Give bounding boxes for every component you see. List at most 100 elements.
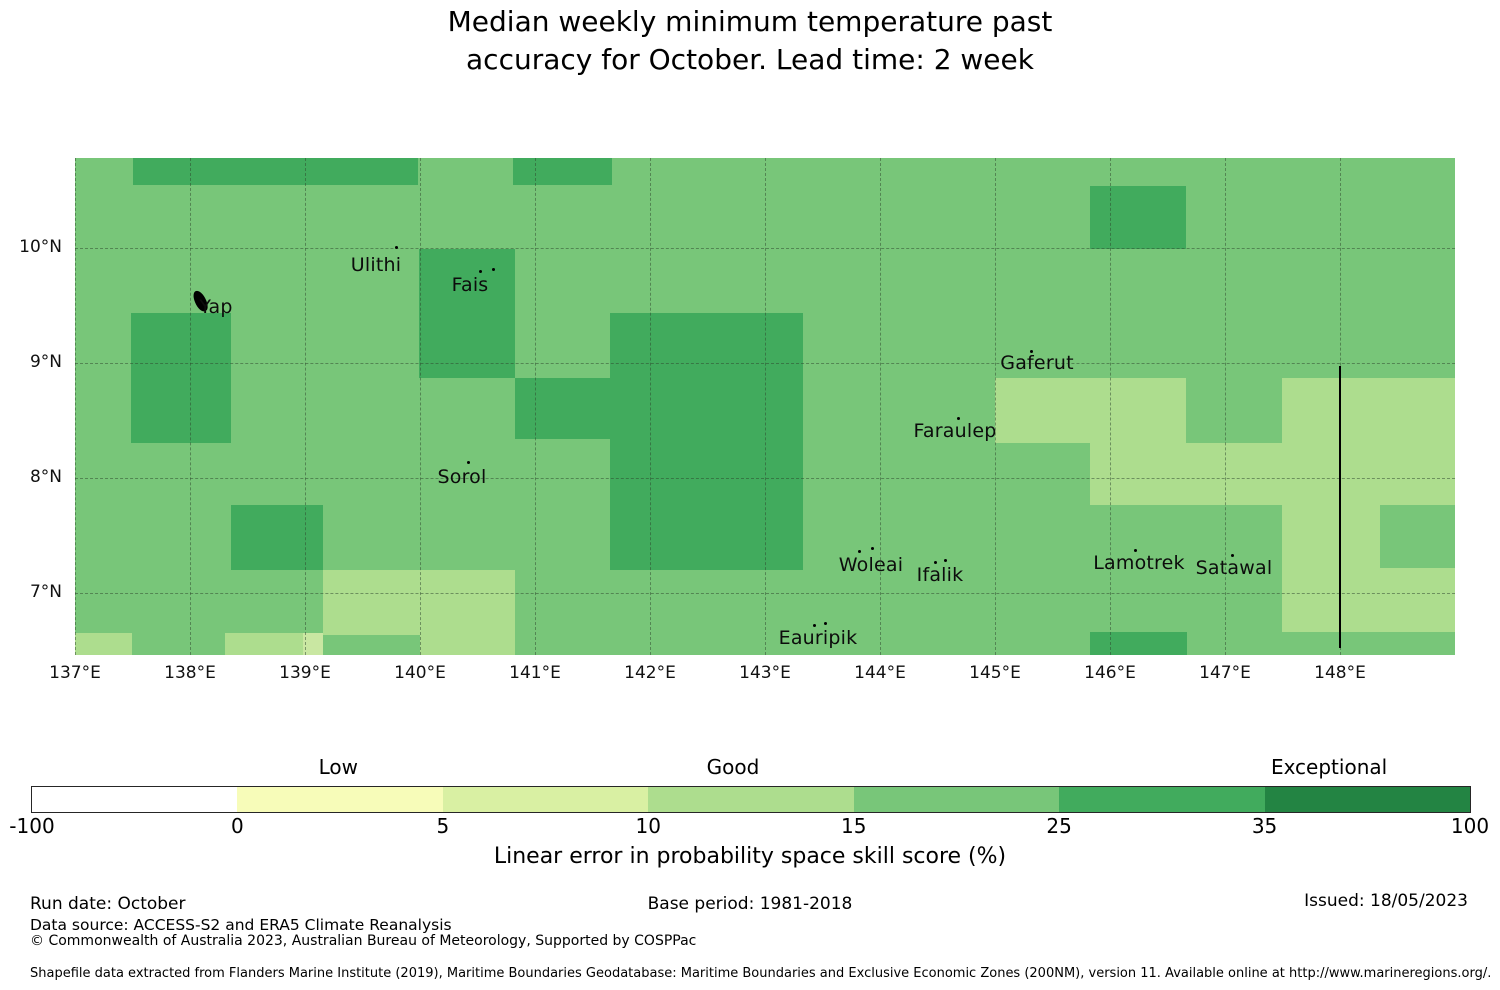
map-cell-patch bbox=[610, 313, 803, 570]
colorbar-tick-label: 25 bbox=[1046, 814, 1072, 838]
island-dot bbox=[813, 624, 816, 627]
grid-line-vertical bbox=[190, 158, 191, 655]
grid-line-vertical bbox=[650, 158, 651, 655]
map-cell-patch bbox=[419, 249, 515, 378]
map-cell-patch bbox=[1090, 443, 1282, 505]
colorbar-tick-label: 15 bbox=[840, 814, 867, 838]
grid-line-vertical bbox=[535, 158, 536, 655]
colorbar-category-label: Good bbox=[706, 755, 760, 779]
island-label-lamotrek: Lamotrek bbox=[1093, 552, 1185, 574]
colorbar-tick-label: -100 bbox=[9, 814, 55, 838]
x-tick-label: 144°E bbox=[854, 663, 906, 683]
grid-line-vertical bbox=[1110, 158, 1111, 655]
x-tick-label: 148°E bbox=[1314, 663, 1366, 683]
colorbar-segment bbox=[32, 787, 238, 812]
colorbar-segment bbox=[1059, 787, 1265, 812]
island-dot bbox=[957, 417, 960, 420]
island-dot bbox=[395, 246, 398, 249]
island-label-eauripik: Eauripik bbox=[778, 627, 858, 649]
island-dot bbox=[824, 622, 827, 625]
colorbar-segment bbox=[853, 787, 1060, 812]
y-tick-label: 8°N bbox=[29, 467, 62, 487]
colorbar-tick-label: 0 bbox=[231, 814, 244, 838]
island-label-ulithi: Ulithi bbox=[350, 254, 402, 276]
grid-line-vertical bbox=[765, 158, 766, 655]
island-dot bbox=[467, 461, 470, 464]
x-tick-label: 142°E bbox=[624, 663, 676, 683]
island-label-faraulep: Faraulep bbox=[913, 420, 997, 442]
map-cell-patch bbox=[1340, 505, 1380, 568]
x-tick-label: 141°E bbox=[509, 663, 561, 683]
map-cell-patch bbox=[231, 505, 323, 570]
island-dot bbox=[1231, 554, 1234, 557]
map-cell-patch bbox=[225, 633, 303, 655]
y-tick-label: 10°N bbox=[19, 237, 62, 257]
colorbar-segment bbox=[648, 787, 854, 812]
grid-line-vertical bbox=[995, 158, 996, 655]
issued-date-note: Issued: 18/05/2023 bbox=[1304, 891, 1468, 911]
map-cell-patch bbox=[995, 378, 1186, 443]
map-cell-patch bbox=[420, 635, 515, 655]
grid-line-vertical bbox=[75, 158, 76, 655]
colorbar-tick-label: 10 bbox=[635, 814, 662, 838]
x-tick-label: 147°E bbox=[1199, 663, 1251, 683]
island-label-sorol: Sorol bbox=[437, 466, 487, 488]
colorbar-segment bbox=[1264, 787, 1470, 812]
grid-line-vertical bbox=[305, 158, 306, 655]
island-dot bbox=[492, 268, 495, 271]
y-tick-label: 9°N bbox=[29, 352, 62, 372]
colorbar-tick-label: 35 bbox=[1251, 814, 1278, 838]
map-cell-patch bbox=[1340, 378, 1455, 505]
x-tick-label: 139°E bbox=[279, 663, 331, 683]
x-tick-label: 145°E bbox=[969, 663, 1021, 683]
colorbar-segment bbox=[237, 787, 443, 812]
map-cell-patch bbox=[1340, 568, 1455, 632]
x-tick-label: 137°E bbox=[49, 663, 101, 683]
island-label-gaferut: Gaferut bbox=[1000, 352, 1074, 374]
colorbar-category-label: Exceptional bbox=[1270, 755, 1388, 779]
y-tick-label: 7°N bbox=[29, 582, 62, 602]
shapefile-attribution-note: Shapefile data extracted from Flanders M… bbox=[30, 966, 1492, 981]
map-cell-patch bbox=[513, 158, 612, 185]
x-tick-label: 146°E bbox=[1084, 663, 1136, 683]
colorbar-tick-label: 5 bbox=[436, 814, 450, 838]
eez-boundary-line bbox=[1339, 366, 1341, 648]
island-dot bbox=[871, 547, 874, 550]
chart-title-line2: accuracy for October. Lead time: 2 week bbox=[466, 43, 1034, 76]
island-dot bbox=[944, 559, 947, 562]
map-cell-patch bbox=[1090, 632, 1187, 655]
map-cell-patch bbox=[133, 158, 418, 185]
map-canvas: Yap Ulithi Fais Sorol Gaferut Faraulep Woleai I… bbox=[75, 158, 1455, 655]
x-tick-label: 138°E bbox=[164, 663, 216, 683]
data-source-note: Data source: ACCESS-S2 and ERA5 Climate … bbox=[30, 916, 452, 934]
grid-line-vertical bbox=[420, 158, 421, 655]
chart-title-line1: Median weekly minimum temperature past bbox=[447, 5, 1053, 38]
colorbar-axis-label: Linear error in probability space skill … bbox=[493, 844, 1007, 869]
island-label-satawal: Satawal bbox=[1195, 557, 1273, 579]
x-tick-label: 140°E bbox=[394, 663, 446, 683]
x-tick-label: 143°E bbox=[739, 663, 791, 683]
run-date-note: Run date: October bbox=[30, 894, 186, 914]
island-label-ifalik: Ifalik bbox=[916, 564, 964, 586]
map-cell-patch bbox=[1090, 186, 1186, 249]
island-dot bbox=[1134, 549, 1137, 552]
map-cell-patch bbox=[515, 378, 610, 439]
island-dot bbox=[934, 561, 937, 564]
grid-line-vertical bbox=[880, 158, 881, 655]
colorbar-category-label: Low bbox=[318, 755, 358, 779]
map-cell-patch bbox=[303, 633, 323, 655]
map-cell-patch bbox=[75, 633, 132, 655]
grid-line-horizontal bbox=[75, 593, 1455, 594]
colorbar-segment bbox=[442, 787, 649, 812]
island-dot bbox=[479, 270, 482, 273]
chart-title: Median weekly minimum temperature past a… bbox=[0, 3, 1500, 79]
colorbar bbox=[31, 786, 1471, 813]
island-label-woleai: Woleai bbox=[838, 554, 904, 576]
island-label-fais: Fais bbox=[451, 274, 489, 296]
island-label-yap: Yap bbox=[199, 296, 233, 318]
grid-line-vertical bbox=[1225, 158, 1226, 655]
base-period-note: Base period: 1981-2018 bbox=[647, 894, 853, 914]
island-dot bbox=[1030, 350, 1033, 353]
map-cell-patch bbox=[131, 313, 231, 443]
colorbar-tick-label: 100 bbox=[1450, 814, 1490, 838]
